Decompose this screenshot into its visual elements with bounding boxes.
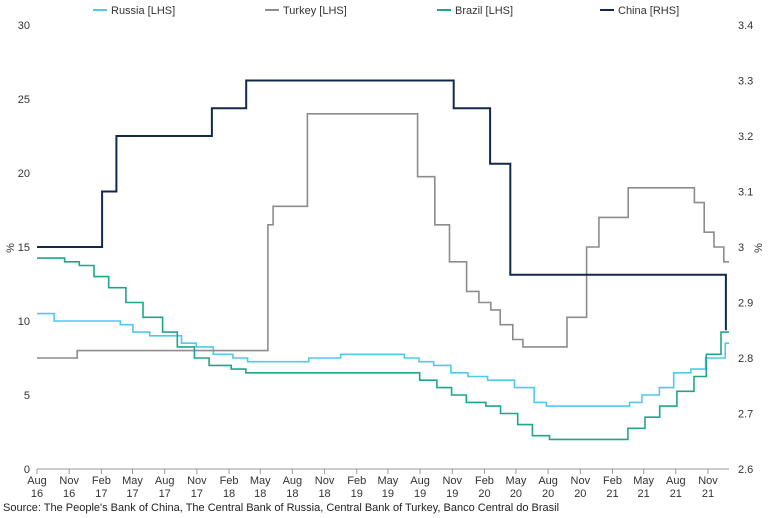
legend-label-turkey: Turkey [LHS] [283,5,347,17]
legend: Russia [LHS] Turkey [LHS] Brazil [LHS] Chin… [93,5,679,17]
y-right-tick-label: 3 [738,242,744,254]
x-tick-label: May 20 [506,475,527,500]
y-right-tick-label: 2.7 [738,409,753,421]
legend-label-russia: Russia [LHS] [111,5,175,17]
x-tick-label: Aug 20 [538,475,558,500]
x-tick-label: Nov 17 [187,475,207,500]
x-tick-label: May 19 [378,475,399,500]
y-right-tick-label: 2.8 [738,353,753,365]
series-line-russia [37,312,729,407]
legend-label-brazil: Brazil [LHS] [455,5,513,17]
x-tick-label: Nov 20 [571,475,591,500]
x-tick-label: Nov 18 [315,475,335,500]
x-axis: Aug 16 Nov 16 Feb 17 May 17 Aug 17 Nov 17 Feb 18 May 18… [27,469,718,500]
x-tick-label: Nov 16 [59,475,79,500]
series-line-turkey [37,113,729,359]
x-tick-label: Aug 21 [666,475,686,500]
x-tick-label: Aug 16 [27,475,47,500]
x-tick-label: Aug 18 [283,475,303,500]
series-line-brazil [37,257,729,441]
x-tick-label: Feb 20 [475,475,494,500]
y-axis-right: 2.6 2.7 2.8 2.9 3 3.1 3.2 3.3 3.4 [738,20,753,476]
source-note: Source: The People's Bank of China, The … [3,502,560,514]
series-line-china [37,79,727,331]
legend-label-china: China [RHS] [618,5,679,17]
y-right-tick-label: 3.4 [738,20,753,32]
y-axis-left: 0 5 10 15 20 25 30 [18,20,30,476]
x-tick-label: Feb 19 [347,475,366,500]
y-left-tick-label: 15 [18,242,30,254]
x-tick-label: Nov 19 [442,475,462,500]
x-tick-label: Aug 19 [410,475,430,500]
y-left-tick-label: 10 [18,316,30,328]
y-right-tick-label: 3.1 [738,187,753,199]
y-right-tick-label: 3.3 [738,76,753,88]
x-tick-label: May 18 [250,475,271,500]
y-left-tick-label: 5 [24,390,30,402]
y-left-tick-label: 25 [18,94,30,106]
y-left-tick-label: 0 [24,464,30,476]
y-left-tick-label: 20 [18,168,30,180]
y-axis-right-unit: % [753,243,765,253]
series-layer [37,79,729,441]
y-right-tick-label: 2.6 [738,464,753,476]
x-tick-label: Feb 17 [92,475,111,500]
y-left-tick-label: 30 [18,20,30,32]
y-right-tick-label: 2.9 [738,298,753,310]
y-right-tick-label: 3.2 [738,131,753,143]
x-tick-label: Nov 21 [698,475,718,500]
x-tick-label: May 17 [122,475,143,500]
y-axis-left-unit: % [5,243,17,253]
x-tick-label: Feb 18 [220,475,239,500]
x-tick-label: May 21 [633,475,654,500]
x-tick-label: Aug 17 [155,475,175,500]
x-tick-label: Feb 21 [603,475,622,500]
